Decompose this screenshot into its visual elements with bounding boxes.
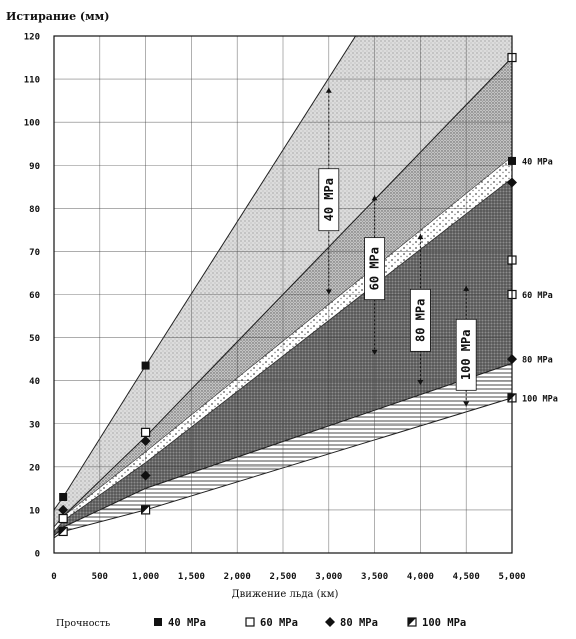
band-label-box-100-mpa [455,318,477,391]
legend-marker-40-mpa [154,618,162,626]
axes-layer: 0 10 20 30 40 50 60 70 80 90 100 110 120 0 500 1,000 1,5… [24,33,526,583]
marker-40-mpa [141,361,150,370]
band-arrowhead-top-40-mpa [325,87,332,93]
y-tick-label: 120 [24,33,40,43]
marker-80-mpa [140,470,151,481]
legend-marker-80-mpa [325,617,335,627]
y-tick-label: 40 [29,377,40,387]
y-tick-label: 90 [29,162,40,172]
end-label-60-mpa: 60 MPa [522,291,553,301]
legend-label-60-mpa: 60 MPa [260,617,298,629]
x-tick-label: 0 [51,572,56,582]
y-tick-label: 100 [24,119,40,129]
y-tick-label: 10 [29,506,40,516]
x-tick-label: 1,500 [178,572,205,582]
y-tick-label: 0 [35,550,40,560]
x-tick-label: 3,000 [315,572,342,582]
x-tick-label: 1,000 [132,572,159,582]
x-tick-label: 2,000 [224,572,251,582]
x-tick-label: 2,500 [269,572,296,582]
end-labels-layer: 40 MPa 60 MPa 80 MPa 100 MPa [522,157,558,404]
plot-frame [53,35,513,554]
legend-label-40-mpa: 40 MPa [168,617,206,629]
band-arrowhead-top-80-mpa [417,234,424,240]
legend-label-100-mpa: 100 MPa [422,617,466,629]
y-tick-label: 70 [29,248,40,258]
x-axis-label: Движение льда (км) [232,589,339,600]
y-tick-label: 80 [29,205,40,215]
band-label-box-80-mpa [409,288,431,352]
y-tick-label: 30 [29,420,40,430]
marker-100-mpa-fill [141,505,150,514]
band-label-box-60-mpa [364,237,386,301]
marker-100-mpa-fill [59,527,68,536]
band-labels-layer: 40 MPa 60 MPa 80 MPa 100 MPa [318,87,477,407]
y-tick-label: 50 [29,334,40,344]
y-tick-label: 110 [24,76,40,86]
marker-80-mpa [140,435,151,446]
band-arrowhead-bottom-100-mpa [463,401,470,407]
band-label-box-40-mpa [318,168,340,232]
marker-60-mpa [141,427,151,437]
x-tick-label: 4,500 [453,572,480,582]
band-arrowhead-top-100-mpa [463,285,470,291]
band-arrowhead-top-60-mpa [371,195,378,201]
y-tick-label: 20 [29,463,40,473]
band-arrowhead-bottom-60-mpa [371,349,378,355]
x-tick-label: 4,000 [407,572,434,582]
legend-title: Прочность [56,618,110,629]
x-tick-label: 3,500 [361,572,388,582]
band-label-100-mpa: 100 MPa [459,330,473,381]
band-arrowhead-bottom-80-mpa [417,379,424,385]
end-label-80-mpa: 80 MPa [522,356,553,366]
marker-60-mpa [58,513,68,524]
legend-label-80-mpa: 80 MPa [340,617,378,629]
band-label-60-mpa: 60 MPa [368,247,382,290]
legend: Прочность 40 MPa 60 MPa 80 MPa 100 MPa [56,617,466,629]
end-label-40-mpa: 40 MPa [522,157,553,167]
y-axis-label: Истирание (мм) [6,10,109,23]
end-label-100-mpa: 100 MPa [522,394,558,404]
marker-80-mpa [58,504,69,515]
legend-marker-60-mpa [245,617,255,627]
band-label-40-mpa: 40 MPa [322,178,336,221]
x-tick-label: 5,000 [498,572,525,582]
band-arrowhead-bottom-40-mpa [325,289,332,295]
band-label-80-mpa: 80 MPa [413,299,427,342]
legend-marker-100-mpa-fill [408,618,416,626]
x-tick-label: 500 [92,572,108,582]
y-tick-label: 60 [29,291,40,301]
marker-40-mpa [59,492,68,501]
